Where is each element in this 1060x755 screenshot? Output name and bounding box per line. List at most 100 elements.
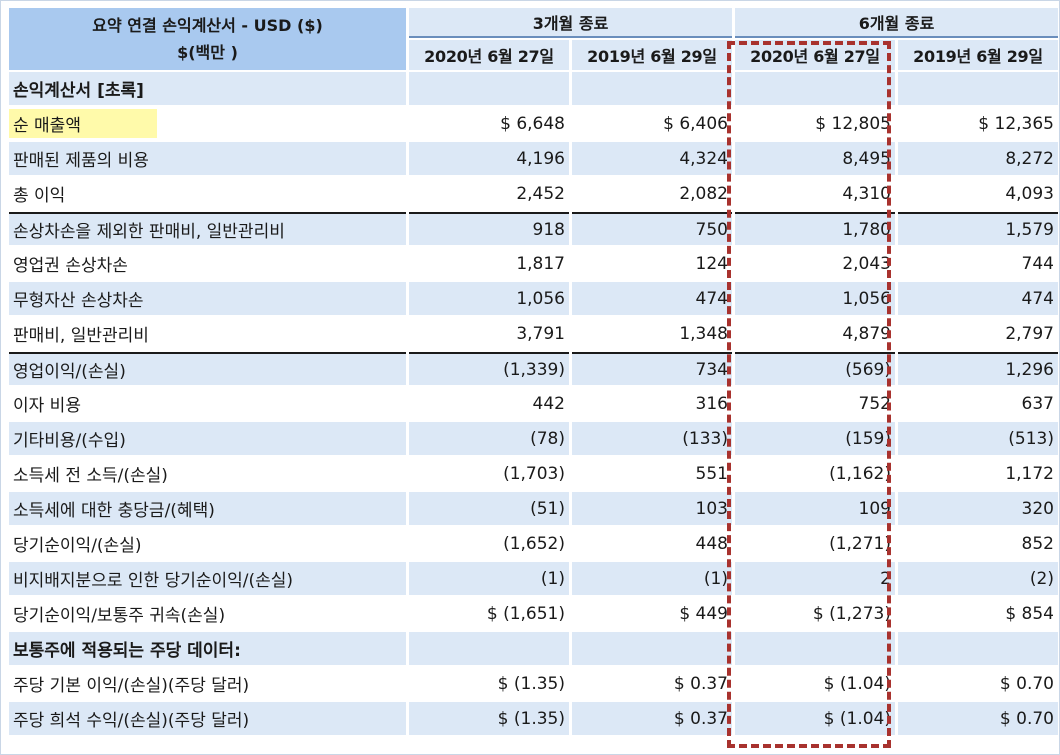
column-date: 2020년 6월 27일 — [409, 40, 569, 70]
row-label: 보통주에 적용되는 주당 데이터: — [9, 632, 406, 665]
row-value: 1,296 — [898, 352, 1058, 385]
income-statement-table: 요약 연결 손익계산서 - USD ($) $(백만 ) 3개월 종료 6개월 … — [6, 6, 1060, 737]
row-label: 판매비, 일반관리비 — [9, 317, 406, 350]
row-value: 124 — [572, 247, 732, 280]
row-value — [572, 72, 732, 105]
row-value: 750 — [572, 212, 732, 245]
row-value: $ (1,651) — [409, 597, 569, 630]
row-value: 2,043 — [735, 247, 895, 280]
row-value — [898, 632, 1058, 665]
row-value: $ 0.70 — [898, 667, 1058, 700]
row-value: 1,780 — [735, 212, 895, 245]
row-label: 당기순이익/보통주 귀속(손실) — [9, 597, 406, 630]
row-value: (1) — [409, 562, 569, 595]
row-value: 1,817 — [409, 247, 569, 280]
row-value: (133) — [572, 422, 732, 455]
row-value: 852 — [898, 527, 1058, 560]
row-value: $ 12,805 — [735, 107, 895, 140]
row-label: 이자 비용 — [9, 387, 406, 420]
row-value: 442 — [409, 387, 569, 420]
row-label: 당기순이익/(손실) — [9, 527, 406, 560]
row-label: 판매된 제품의 비용 — [9, 142, 406, 175]
table-row: 손상차손을 제외한 판매비, 일반관리비 918 750 1,780 1,579 — [9, 212, 1058, 245]
table-row: 총 이익 2,452 2,082 4,310 4,093 — [9, 177, 1058, 210]
row-value: 4,093 — [898, 177, 1058, 210]
row-value: 448 — [572, 527, 732, 560]
row-value: (2) — [898, 562, 1058, 595]
row-value: 474 — [572, 282, 732, 315]
table-row: 이자 비용 442 316 752 637 — [9, 387, 1058, 420]
row-label: 비지배지분으로 인한 당기순이익/(손실) — [9, 562, 406, 595]
highlighted-label: 순 매출액 — [9, 109, 157, 138]
row-value: 1,056 — [409, 282, 569, 315]
table-row: 주당 희석 수익/(손실)(주당 달러) $ (1.35) $ 0.37 $ (… — [9, 702, 1058, 735]
table-row: 소득세 전 소득/(손실) (1,703) 551 (1,162) 1,172 — [9, 457, 1058, 490]
table-row: 판매된 제품의 비용 4,196 4,324 8,495 8,272 — [9, 142, 1058, 175]
table-row: 당기순이익/(손실) (1,652) 448 (1,271) 852 — [9, 527, 1058, 560]
column-date: 2019년 6월 29일 — [898, 40, 1058, 70]
row-value: 1,056 — [735, 282, 895, 315]
row-value: $ 12,365 — [898, 107, 1058, 140]
row-value: (1,271) — [735, 527, 895, 560]
row-label: 영업권 손상차손 — [9, 247, 406, 280]
row-value — [409, 72, 569, 105]
row-label: 무형자산 손상차손 — [9, 282, 406, 315]
row-value: $ 0.70 — [898, 702, 1058, 735]
row-value: $ (1.04) — [735, 702, 895, 735]
row-label: 소득세에 대한 충당금/(혜택) — [9, 492, 406, 525]
row-value: $ (1.35) — [409, 667, 569, 700]
table-title: 요약 연결 손익계산서 - USD ($) $(백만 ) — [9, 8, 406, 70]
row-value: (1) — [572, 562, 732, 595]
table-row: 주당 기본 이익/(손실)(주당 달러) $ (1.35) $ 0.37 $ (… — [9, 667, 1058, 700]
row-value: 4,879 — [735, 317, 895, 350]
row-value: (1,652) — [409, 527, 569, 560]
table-row: 비지배지분으로 인한 당기순이익/(손실) (1) (1) 2 (2) — [9, 562, 1058, 595]
table-row: 보통주에 적용되는 주당 데이터: — [9, 632, 1058, 665]
row-value: 1,172 — [898, 457, 1058, 490]
row-value: 8,272 — [898, 142, 1058, 175]
table-row: 당기순이익/보통주 귀속(손실) $ (1,651) $ 449 $ (1,27… — [9, 597, 1058, 630]
table-title-line1: 요약 연결 손익계산서 - USD ($) — [92, 16, 323, 35]
row-value: $ 0.37 — [572, 667, 732, 700]
table-row: 소득세에 대한 충당금/(혜택) (51) 103 109 320 — [9, 492, 1058, 525]
table-row: 무형자산 손상차손 1,056 474 1,056 474 — [9, 282, 1058, 315]
row-value: 637 — [898, 387, 1058, 420]
row-label: 기타비용/(수입) — [9, 422, 406, 455]
row-label: 영업이익/(손실) — [9, 352, 406, 385]
row-value: $ 6,648 — [409, 107, 569, 140]
row-value: (78) — [409, 422, 569, 455]
row-value: $ 854 — [898, 597, 1058, 630]
column-date: 2020년 6월 27일 — [735, 40, 895, 70]
row-value: 316 — [572, 387, 732, 420]
row-value: 320 — [898, 492, 1058, 525]
row-value: 734 — [572, 352, 732, 385]
row-value: 2,452 — [409, 177, 569, 210]
table-title-line2: $(백만 ) — [177, 43, 238, 62]
row-value: 1,579 — [898, 212, 1058, 245]
row-value: 109 — [735, 492, 895, 525]
row-value: $ (1,273) — [735, 597, 895, 630]
row-value: 4,324 — [572, 142, 732, 175]
table-row: 판매비, 일반관리비 3,791 1,348 4,879 2,797 — [9, 317, 1058, 350]
row-label: 총 이익 — [9, 177, 406, 210]
row-value — [735, 72, 895, 105]
table-row: 기타비용/(수입) (78) (133) (159) (513) — [9, 422, 1058, 455]
period-3-months: 3개월 종료 — [409, 8, 732, 38]
table-row: 영업이익/(손실) (1,339) 734 (569) 1,296 — [9, 352, 1058, 385]
row-value — [409, 632, 569, 665]
row-value: 1,348 — [572, 317, 732, 350]
row-value: 3,791 — [409, 317, 569, 350]
row-value: 2,082 — [572, 177, 732, 210]
row-label: 순 매출액 — [9, 107, 406, 140]
row-value: 2,797 — [898, 317, 1058, 350]
row-value: (1,162) — [735, 457, 895, 490]
row-value: 8,495 — [735, 142, 895, 175]
row-value: 744 — [898, 247, 1058, 280]
row-value: 551 — [572, 457, 732, 490]
row-value: $ (1.35) — [409, 702, 569, 735]
row-value: 4,310 — [735, 177, 895, 210]
row-value — [898, 72, 1058, 105]
row-label: 주당 희석 수익/(손실)(주당 달러) — [9, 702, 406, 735]
row-value: 2 — [735, 562, 895, 595]
